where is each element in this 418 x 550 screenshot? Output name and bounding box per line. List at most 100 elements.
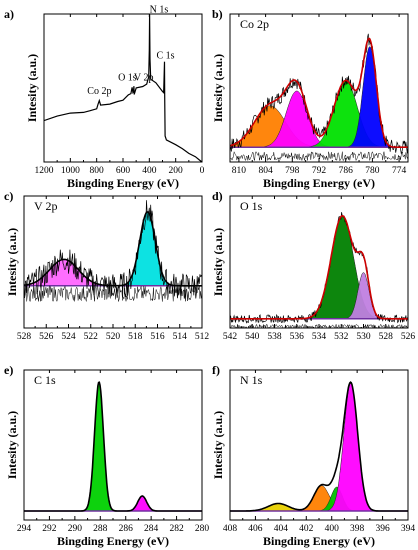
fit-peak-1: [24, 381, 202, 512]
peak-label: C 1s: [156, 50, 174, 61]
panel-b: Co 2p 810 804 798 792 786 780 774 Bingding Energ…: [211, 7, 409, 190]
x-tick-label: 400: [142, 166, 157, 176]
x-tick-label: 396: [375, 524, 390, 534]
envelope-line: [24, 381, 202, 512]
panel-label: d): [212, 189, 223, 203]
panel-f: N 1s 408 406 404 402 400 398 396 394 Bingding Ene…: [211, 363, 415, 548]
raw-data-line: [24, 200, 202, 299]
x-tick-label: 404: [274, 524, 289, 534]
plot-area-f: [230, 381, 408, 512]
x-tick-label: 528: [379, 332, 394, 342]
panel-a: N 1s C 1s O 1sV 2p Co 2p 1200 1000 800 600 400 20…: [4, 4, 205, 190]
x-tick-label: 528: [17, 332, 32, 342]
x-tick-label: 394: [401, 524, 416, 534]
x-tick-label: 398: [350, 524, 365, 534]
envelope-line: [24, 211, 202, 287]
y-axis-label: Intesity (a.u.): [211, 54, 225, 122]
x-tick-label: 526: [401, 332, 416, 342]
panel-title: N 1s: [240, 373, 263, 387]
x-tick-label: 542: [223, 332, 238, 342]
peak-label: V 2p: [134, 73, 154, 84]
panel-title: C 1s: [34, 373, 56, 387]
x-tick-label: 526: [39, 332, 54, 342]
x-tick-label: 532: [334, 332, 349, 342]
axes-frame: [43, 13, 203, 163]
x-tick-label: 522: [84, 332, 99, 342]
y-axis-label: Intesity (a.u.): [5, 228, 19, 296]
y-axis-label: Intesity (a.u.): [211, 411, 225, 479]
x-tick-label: 530: [356, 332, 371, 342]
x-tick-label: 512: [195, 332, 210, 342]
plot-area-c: [24, 200, 202, 303]
x-tick-label: 1000: [61, 166, 80, 176]
x-tick-label: 514: [173, 332, 188, 342]
panel-label: f): [212, 363, 220, 377]
x-axis-label: Bingding Energy (eV): [67, 176, 179, 190]
residual-line: [230, 150, 408, 162]
x-axis-label: Bingding Energy (eV): [57, 534, 169, 548]
x-tick-label: 540: [245, 332, 260, 342]
plot-area-b: [230, 33, 408, 162]
y-axis-label: Intesity (a.u.): [5, 411, 19, 479]
envelope-line: [230, 37, 408, 148]
x-tick-label: 774: [392, 166, 407, 176]
x-axis-label: Bingding Energy (eV): [263, 534, 375, 548]
fit-peak-2: [24, 495, 202, 512]
x-tick-label: 400: [325, 524, 340, 534]
x-tick-label: 792: [312, 166, 327, 176]
x-tick-label: 798: [285, 166, 300, 176]
axes-frame: [23, 195, 203, 329]
raw-data-line: [24, 381, 202, 512]
x-tick-label: 402: [299, 524, 314, 534]
panel-e: C 1s 294 292 290 288 286 284 282 280 Bingding Ene…: [4, 363, 209, 548]
x-tick-label: 290: [68, 524, 83, 534]
fit-peak-1: [230, 215, 408, 320]
x-tick-label: 516: [150, 332, 165, 342]
residual-line: [230, 323, 408, 328]
x-tick-label: 780: [365, 166, 380, 176]
x-tick-label: 800: [90, 166, 105, 176]
x-tick-label: 200: [169, 166, 184, 176]
x-tick-label: 520: [106, 332, 121, 342]
x-tick-label: 406: [248, 524, 263, 534]
x-tick-label: 284: [144, 524, 159, 534]
x-tick-label: 524: [61, 332, 76, 342]
x-tick-label: 804: [258, 166, 273, 176]
peak-label: O 1s: [118, 73, 137, 84]
plot-area-e: [24, 381, 202, 512]
plot-area-a: [44, 14, 202, 162]
x-axis-label: Bingding Energy (eV): [263, 176, 375, 190]
panel-c: V 2p 528 526 524 522 520 518 516 514 512 Intesity …: [4, 189, 209, 342]
y-axis-label: Intesity (a.u.): [25, 54, 39, 122]
panel-title: O 1s: [240, 199, 263, 213]
series-line-survey: [44, 14, 202, 162]
x-tick-label: 282: [169, 524, 184, 534]
x-tick-label: 0: [200, 166, 205, 176]
y-axis-label: Intesity (a.u.): [211, 228, 225, 296]
panel-label: e): [4, 363, 13, 377]
fit-peak-2: [230, 485, 408, 512]
x-tick-label: 536: [290, 332, 305, 342]
panel-label: c): [4, 189, 13, 203]
panel-d: O 1s 542 540 538 536 534 532 530 528 526 Intesity …: [211, 189, 415, 342]
panel-title: V 2p: [34, 199, 57, 213]
envelope-line: [230, 214, 408, 320]
x-tick-label: 1200: [35, 166, 54, 176]
x-tick-label: 408: [223, 524, 238, 534]
x-tick-label: 280: [195, 524, 210, 534]
x-tick-label: 600: [116, 166, 131, 176]
panel-title: Co 2p: [240, 17, 269, 31]
raw-data-line: [230, 212, 408, 324]
panel-label: a): [4, 7, 14, 21]
x-tick-label: 518: [128, 332, 143, 342]
x-tick-label: 294: [17, 524, 32, 534]
residual-line: [24, 285, 202, 303]
axes-frame: [23, 369, 203, 521]
panel-label: b): [212, 7, 223, 21]
x-tick-label: 286: [119, 524, 134, 534]
x-tick-label: 786: [339, 166, 354, 176]
plot-area-d: [230, 212, 408, 328]
x-tick-label: 810: [232, 166, 247, 176]
x-tick-label: 292: [42, 524, 57, 534]
